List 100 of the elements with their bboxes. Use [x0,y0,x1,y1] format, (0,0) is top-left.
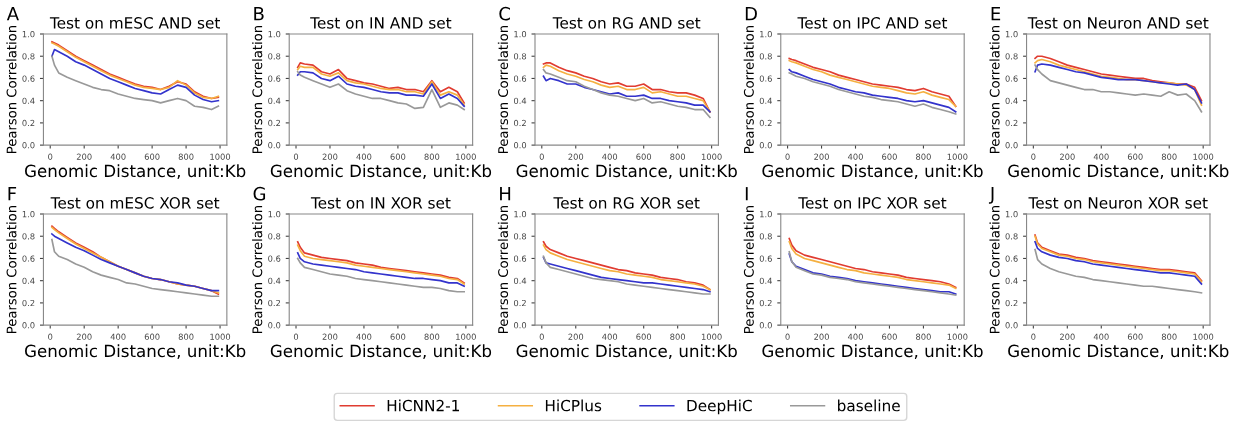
x-tick-label: 0 [293,153,299,160]
x-tick-label: 600 [882,153,897,160]
y-tick-label: 0.2 [513,119,526,127]
x-tick-label: 400 [847,153,863,160]
chart-title: Test on IPC XOR set [798,197,947,209]
y-tick-label: 1.0 [760,210,772,218]
x-tick-label: 1000 [947,153,968,160]
x-tick-label: 0 [539,153,544,160]
x-tick-label: 0 [539,333,544,340]
x-tick-label: 400 [847,333,863,340]
chart-title: Test on Neuron XOR set [1028,197,1208,209]
x-tick-label: 0 [48,153,53,160]
x-tick-label: 200 [568,333,584,340]
x-tick-label: 0 [293,333,299,340]
x-tick-label: 200 [76,153,92,160]
x-tick-label: 1000 [947,333,968,340]
x-axis-title: Genomic Distance, unit:Kb [25,344,246,359]
y-axis-title: Pearson Correlation [743,26,754,153]
x-tick-label: 600 [144,333,160,340]
y-tick-label: 0.8 [759,233,772,240]
x-tick-label: 1000 [701,153,722,160]
text: F [8,187,17,201]
text: D [745,7,757,21]
x-tick-label: 800 [1161,153,1177,160]
y-tick-label: 0.0 [759,322,772,329]
y-tick-label: 0.8 [1005,233,1018,240]
x-tick-label: 800 [916,333,931,340]
y-tick-label: 1.0 [760,30,772,38]
y-tick-label: 0.2 [1005,299,1018,307]
x-axis-title: Genomic Distance, unit:Kb [516,344,737,359]
x-tick-label: 200 [568,153,584,160]
x-tick-label: 600 [1127,333,1143,340]
y-axis-title: Pearson Correlation [252,26,263,153]
y-tick-label: 0.4 [268,97,281,104]
y-tick-label: 1.0 [22,210,35,218]
chart-title: Test on IN XOR set [310,197,451,209]
x-tick-label: 800 [916,153,931,160]
x-tick-label: 800 [424,333,440,340]
x-tick-label: 200 [322,153,338,160]
y-tick-label: 0.0 [1005,322,1018,329]
y-tick-label: 0.2 [268,299,281,307]
y-tick-label: 1.0 [268,30,281,38]
x-tick-label: 0 [1031,333,1036,340]
text: J [988,187,994,204]
chart-title: Test on IPC AND set [797,17,948,29]
y-axis-title: Pearson Correlation [252,206,263,333]
y-axis-title: Pearson Correlation [497,206,509,333]
y-tick-label: 0.6 [513,75,527,82]
y-tick-label: 0.6 [1005,75,1018,82]
x-tick-label: 200 [1059,153,1075,160]
x-tick-label: 800 [424,153,440,160]
x-axis-title: Genomic Distance, unit:Kb [25,164,246,179]
legend-label: DeepHiC [687,399,752,415]
x-tick-label: 400 [1093,333,1109,340]
y-tick-label: 0.8 [513,53,527,60]
y-tick-label: 0.2 [513,299,526,307]
text: C [499,6,510,21]
y-tick-label: 0.8 [513,233,527,240]
y-tick-label: 0.0 [268,142,281,149]
y-tick-label: 0.4 [1005,97,1018,104]
x-tick-label: 800 [178,153,194,160]
x-tick-label: 200 [814,333,829,340]
y-tick-label: 0.6 [759,75,772,82]
y-axis-title: Pearson Correlation [6,26,17,153]
text: I [745,187,748,201]
x-tick-label: 600 [882,333,897,340]
y-tick-label: 0.2 [759,119,772,127]
y-tick-label: 0.4 [513,97,527,104]
x-axis-title: Genomic Distance, unit:Kb [762,344,983,359]
text: H [500,187,511,201]
y-tick-label: 0.4 [268,277,281,284]
x-tick-label: 200 [76,333,92,340]
y-tick-label: 0.4 [22,277,35,284]
y-tick-label: 0.0 [22,322,35,329]
legend-label: HiCPlus [545,399,602,412]
chart-title: Test on mESC XOR set [50,197,220,209]
x-tick-label: 600 [636,153,652,160]
y-tick-label: 1.0 [514,30,527,38]
y-tick-label: 0.8 [1005,53,1018,60]
y-tick-label: 1.0 [1005,30,1018,38]
x-tick-label: 600 [1127,153,1143,160]
chart-title: Test on RG AND set [552,17,701,29]
x-tick-label: 400 [602,153,618,160]
chart-title: Test on Neuron AND set [1027,17,1209,29]
y-tick-label: 0.0 [22,142,35,149]
y-tick-label: 1.0 [22,30,35,38]
text: G [253,186,266,201]
x-axis-title: Genomic Distance, unit:Kb [1008,344,1229,359]
chart-title: Test on RG XOR set [553,197,700,209]
text: E [991,7,1001,21]
x-tick-label: 0 [48,333,53,340]
y-tick-label: 0.4 [759,277,772,284]
y-tick-label: 0.0 [513,322,527,329]
x-tick-label: 200 [1059,333,1075,340]
y-tick-label: 0.0 [268,322,281,329]
x-tick-label: 1000 [456,333,476,340]
x-tick-label: 0 [785,153,790,160]
x-axis-title: Genomic Distance, unit:Kb [762,164,983,179]
x-tick-label: 400 [356,153,372,160]
x-tick-label: 400 [1093,153,1109,160]
